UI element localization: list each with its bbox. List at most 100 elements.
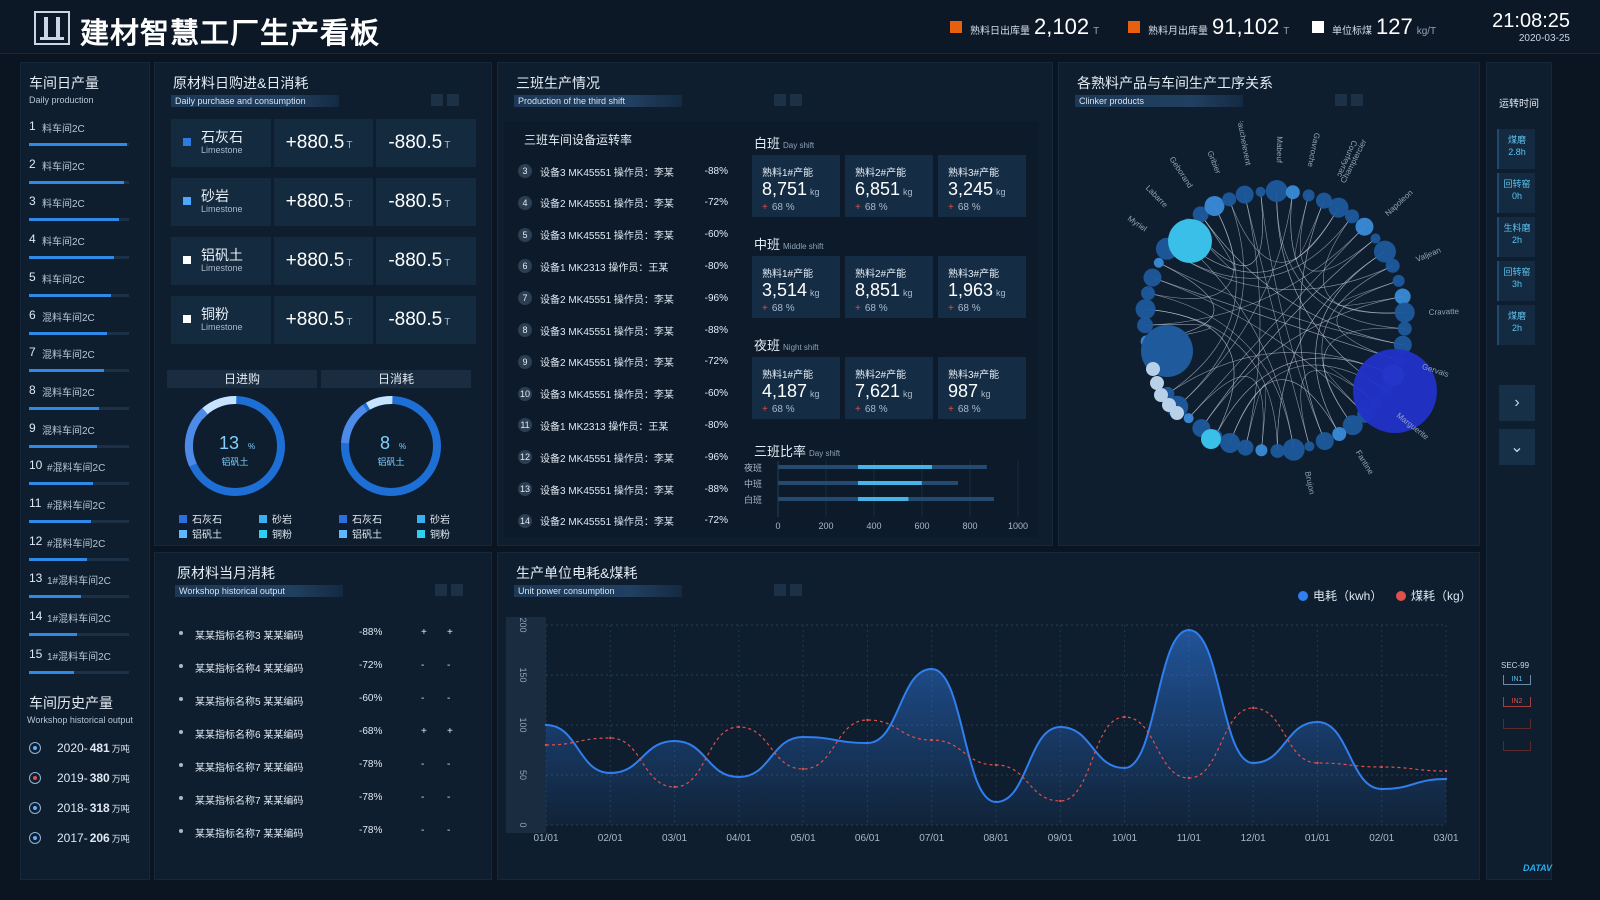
next-button[interactable]: ›	[1499, 385, 1535, 421]
relation-link	[1145, 226, 1365, 326]
in-tag: IN1	[1503, 675, 1531, 685]
bullet-icon	[179, 763, 183, 767]
workshop-bar-fill	[29, 406, 99, 410]
card-pct-wrap: +68 %	[948, 303, 981, 314]
kpi-daily: 熟料日出库量 2,102 T	[950, 14, 1099, 40]
x-tick-label: 06/01	[855, 833, 880, 844]
ratio-title: 三班比率	[754, 444, 807, 459]
bullet-icon	[179, 829, 183, 833]
material-in-unit: T	[346, 140, 353, 151]
card-pct-wrap: +68 %	[855, 202, 888, 213]
history-dot-core	[33, 776, 37, 780]
shift-en: Day shift	[783, 141, 815, 150]
relation-link	[1166, 248, 1393, 291]
card-plus: +	[855, 303, 861, 314]
workshop-bar-fill	[29, 218, 119, 222]
workshop-item-no: 11	[29, 496, 42, 510]
card-label: 熟料3#产能	[948, 269, 1000, 280]
equipment-no: 12	[518, 450, 532, 465]
material-out-value: -880.5	[388, 309, 443, 330]
x-tick-label: 12/01	[1241, 833, 1266, 844]
relation-link	[1152, 277, 1366, 415]
material-in-value: +880.5	[285, 191, 345, 212]
equipment-no: 5	[518, 227, 532, 242]
history-dot-icon	[29, 832, 41, 844]
relation-link	[1277, 251, 1386, 451]
relation-link	[1260, 191, 1326, 442]
material-sub: Limestone	[201, 204, 243, 214]
equipment-text: 设备3 MK45551 操作员：李某	[540, 326, 674, 338]
data-point	[1123, 715, 1126, 719]
relation-node	[1302, 189, 1315, 202]
workshop-item-label: 1#混料车间2C	[47, 614, 111, 626]
relation-link	[1201, 296, 1403, 429]
relation-link	[1166, 248, 1393, 291]
card-value: 8,751	[762, 179, 808, 199]
relation-link	[1294, 195, 1325, 260]
relation-link	[1201, 238, 1376, 429]
relation-link	[1177, 192, 1294, 407]
ratio-bar-part	[858, 497, 909, 501]
relation-panel: 各熟料产品与车间生产工序关系 Clinker products Myriel La…	[1058, 62, 1480, 546]
card-unit: kg	[903, 288, 913, 298]
relation-node	[1235, 185, 1254, 204]
material-out: -880.5 T	[388, 309, 450, 331]
monthly-flag-b: -	[447, 693, 451, 704]
material-out: -880.5 T	[388, 250, 450, 272]
relation-link	[1323, 327, 1405, 426]
material-row: 铝矾土 Limestone +880.5 T -880.5 T	[171, 237, 479, 285]
material-in-value: +880.5	[285, 309, 345, 330]
equipment-pct: -88%	[704, 324, 728, 336]
legend-item: 铜粉	[259, 526, 292, 541]
relation-link	[1276, 191, 1405, 329]
card-label: 熟料1#产能	[762, 269, 814, 280]
relation-link	[1323, 216, 1405, 314]
tab-daily-in[interactable]: 日进购	[167, 370, 317, 388]
material-sub: Limestone	[201, 263, 243, 273]
runtime-label: 运转时间	[1499, 99, 1539, 110]
data-point	[1251, 706, 1255, 710]
material-out-cell: -880.5 T	[376, 296, 477, 344]
card-value-wrap: 987 kg	[948, 381, 991, 402]
relation-node	[1304, 441, 1315, 452]
kpi-value: 91,102	[1212, 14, 1280, 39]
relation-link	[1337, 280, 1403, 307]
relation-label: Napoleon	[1383, 188, 1414, 218]
capacity-card: 熟料3#产能 3,245 kg +68 %	[938, 155, 1026, 217]
card-value: 8,851	[855, 280, 901, 300]
relation-link	[1277, 251, 1386, 451]
kpi-marker	[1312, 21, 1324, 33]
monthly-flag-b: -	[447, 792, 451, 803]
shift-heading: 中班 Middle shift	[754, 234, 823, 253]
data-point	[544, 743, 548, 747]
relation-link	[1201, 296, 1403, 429]
relation-link	[1188, 226, 1365, 419]
relation-link	[1276, 191, 1405, 329]
shift-subtitle: Production of the third shift	[514, 95, 682, 107]
relation-link	[1336, 280, 1399, 361]
relation-link	[1299, 200, 1326, 442]
y-axis-band	[506, 617, 546, 833]
relation-label: Cravatte	[1429, 307, 1460, 317]
relation-link	[1276, 191, 1405, 329]
card-value-wrap: 3,514 kg	[762, 280, 820, 301]
x-tick-label: 04/01	[726, 833, 751, 844]
equipment-pct: -60%	[704, 229, 728, 241]
expand-button[interactable]: ⌄	[1499, 429, 1535, 465]
panel-decoration	[790, 94, 802, 106]
history-item: 2017- 206 万吨	[29, 827, 130, 849]
data-point	[1380, 787, 1383, 791]
equipment-text: 设备2 MK45551 操作员：李某	[540, 517, 674, 529]
relation-link	[1147, 292, 1294, 450]
monthly-name: 某某指标名称5 某某编码	[195, 697, 304, 708]
relation-link	[1336, 280, 1399, 361]
history-title: 车间历史产量	[29, 695, 113, 711]
workshop-bar-track	[29, 670, 129, 674]
tab-daily-out[interactable]: 日消耗	[321, 370, 471, 388]
material-out-value: -880.5	[388, 250, 443, 271]
relation-link	[1290, 192, 1405, 314]
history-value: 380	[89, 771, 110, 785]
equipment-text: 设备2 MK45551 操作员：李某	[540, 294, 674, 306]
relation-link	[1145, 308, 1235, 437]
gauge-accent	[184, 407, 208, 467]
